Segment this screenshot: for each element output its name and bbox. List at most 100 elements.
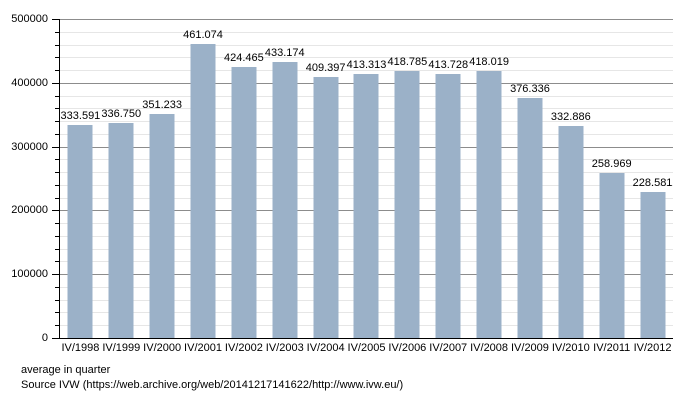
bar-slot: 351.233 IV/2000 bbox=[142, 19, 183, 354]
bar-IV/2006 bbox=[394, 70, 420, 338]
y-axis-tick-label: 400000 bbox=[11, 76, 48, 89]
bar-IV/2005 bbox=[353, 74, 379, 338]
bar-value-label: 376.336 bbox=[510, 82, 550, 95]
y-axis-major-tick bbox=[52, 274, 59, 276]
y-axis-minor-tick bbox=[55, 325, 59, 327]
y-axis-tick-label: 0 bbox=[41, 332, 48, 344]
bar-slot: 376.336 IV/2009 bbox=[510, 19, 551, 354]
bar-value-label: 424.465 bbox=[223, 52, 264, 65]
y-axis-minor-tick bbox=[55, 108, 59, 110]
y-axis-minor-tick bbox=[55, 31, 59, 33]
x-axis-tick-label: IV/2007 bbox=[429, 342, 468, 354]
bar-value-label: 258.969 bbox=[591, 157, 632, 170]
y-axis-minor-tick bbox=[55, 95, 59, 97]
bar-slot: 258.969 IV/2011 bbox=[591, 19, 632, 354]
bar-slot: 424.465 IV/2002 bbox=[223, 19, 264, 354]
bar-IV/2002 bbox=[231, 67, 257, 338]
minor-gridline bbox=[60, 31, 673, 33]
bar-slot: 433.174 IV/2003 bbox=[264, 19, 305, 354]
x-axis-tick-label: IV/2010 bbox=[551, 342, 590, 354]
bar-slot: 418.785 IV/2006 bbox=[387, 19, 428, 354]
x-axis-tick-label: IV/2006 bbox=[388, 342, 427, 354]
y-axis-minor-tick bbox=[55, 133, 59, 135]
y-axis-tick-label: 200000 bbox=[11, 204, 48, 217]
y-axis-major-tick bbox=[52, 146, 59, 148]
y-axis-minor-tick bbox=[55, 286, 59, 288]
bar-IV/2004 bbox=[313, 76, 339, 338]
y-axis-minor-tick bbox=[55, 121, 59, 123]
bar-value-label: 413.313 bbox=[346, 59, 387, 72]
x-axis-tick-label: IV/1999 bbox=[102, 342, 141, 354]
x-axis-tick-label: IV/2005 bbox=[347, 342, 386, 354]
bar-IV/2010 bbox=[558, 125, 584, 338]
y-axis-minor-tick bbox=[55, 184, 59, 186]
bar-IV/2012 bbox=[640, 192, 666, 338]
bar-value-label: 418.019 bbox=[469, 56, 509, 69]
y-axis-minor-tick bbox=[55, 70, 59, 72]
x-axis-tick-label: IV/2003 bbox=[265, 342, 304, 354]
y-axis-tick-label: 500000 bbox=[11, 13, 48, 25]
bar-value-label: 418.785 bbox=[387, 55, 428, 68]
bar-value-label: 433.174 bbox=[264, 46, 305, 59]
y-axis-minor-tick bbox=[55, 197, 59, 199]
bar-value-label: 332.886 bbox=[550, 110, 591, 123]
bar-slot: 228.581 IV/2012 bbox=[632, 19, 673, 354]
y-axis-minor-tick bbox=[55, 261, 59, 263]
x-axis-tick-label: IV/2000 bbox=[143, 342, 182, 354]
x-axis-tick-label: IV/2001 bbox=[184, 342, 222, 354]
y-axis-major-tick bbox=[52, 19, 59, 20]
bar-slot: 333.591 IV/1998 bbox=[60, 19, 101, 354]
y-axis-minor-tick bbox=[55, 248, 59, 250]
y-axis-major-tick bbox=[52, 210, 59, 212]
bar-value-label: 461.074 bbox=[183, 28, 223, 41]
bar-slot: 413.728 IV/2007 bbox=[428, 19, 469, 354]
y-axis-major-tick bbox=[52, 338, 59, 339]
bar-slot: 409.397 IV/2004 bbox=[305, 19, 346, 354]
y-axis-minor-tick bbox=[55, 44, 59, 46]
y-axis-minor-tick bbox=[55, 312, 59, 314]
bar-slot: 418.019 IV/2008 bbox=[469, 19, 510, 354]
bar-value-label: 351.233 bbox=[142, 98, 183, 111]
y-axis-minor-tick bbox=[55, 172, 59, 174]
footer-source: Source IVW (https://web.archive.org/web/… bbox=[21, 379, 404, 391]
x-axis-tick-label: IV/2004 bbox=[306, 342, 345, 354]
bar-IV/2011 bbox=[599, 172, 625, 338]
chart-footer: average in quarter Source IVW (https://w… bbox=[21, 363, 403, 393]
x-axis-tick-label: IV/2009 bbox=[510, 342, 549, 354]
x-axis-tick-label: IV/1998 bbox=[61, 342, 100, 354]
minor-gridline bbox=[60, 44, 673, 46]
bar-IV/1998 bbox=[67, 125, 93, 338]
y-axis-tick-label: 300000 bbox=[11, 140, 48, 153]
x-axis-tick-label: IV/2002 bbox=[224, 342, 263, 354]
y-axis-minor-tick bbox=[55, 223, 59, 225]
y-axis-minor-tick bbox=[55, 159, 59, 161]
bar-value-label: 336.750 bbox=[101, 108, 142, 121]
minor-gridline bbox=[60, 70, 673, 72]
bar-value-label: 333.591 bbox=[60, 110, 101, 123]
bar-slot: 336.750 IV/1999 bbox=[101, 19, 142, 354]
bar-slot: 332.886 IV/2010 bbox=[550, 19, 591, 354]
bar-IV/2007 bbox=[435, 74, 461, 338]
y-axis-minor-tick bbox=[55, 57, 59, 59]
bar-slot: 413.313 IV/2005 bbox=[346, 19, 387, 354]
y-axis-minor-tick bbox=[55, 235, 59, 237]
y-axis-minor-tick bbox=[55, 299, 59, 301]
bar-value-label: 409.397 bbox=[305, 61, 346, 74]
minor-gridline bbox=[60, 57, 673, 59]
bar-IV/2008 bbox=[476, 71, 502, 338]
bar-IV/2003 bbox=[272, 61, 298, 338]
bar-IV/2009 bbox=[517, 97, 543, 338]
bar-value-label: 413.728 bbox=[428, 59, 469, 72]
y-axis-major-tick bbox=[52, 82, 59, 84]
x-axis-tick-label: IV/2008 bbox=[470, 342, 509, 354]
bar-slot: 461.074 IV/2001 bbox=[183, 19, 224, 354]
bar-value-label: 228.581 bbox=[632, 177, 673, 190]
bar-IV/2000 bbox=[149, 113, 175, 338]
footer-note: average in quarter bbox=[21, 364, 111, 376]
major-gridline bbox=[60, 19, 673, 20]
x-axis-tick-label: IV/2011 bbox=[593, 342, 631, 354]
plot-area: 333.591 IV/1998 336.750 IV/1999 351.233 IV/20… bbox=[59, 19, 673, 354]
y-axis-tick-label: 100000 bbox=[11, 268, 48, 281]
x-axis-tick-label: IV/2012 bbox=[633, 342, 672, 354]
